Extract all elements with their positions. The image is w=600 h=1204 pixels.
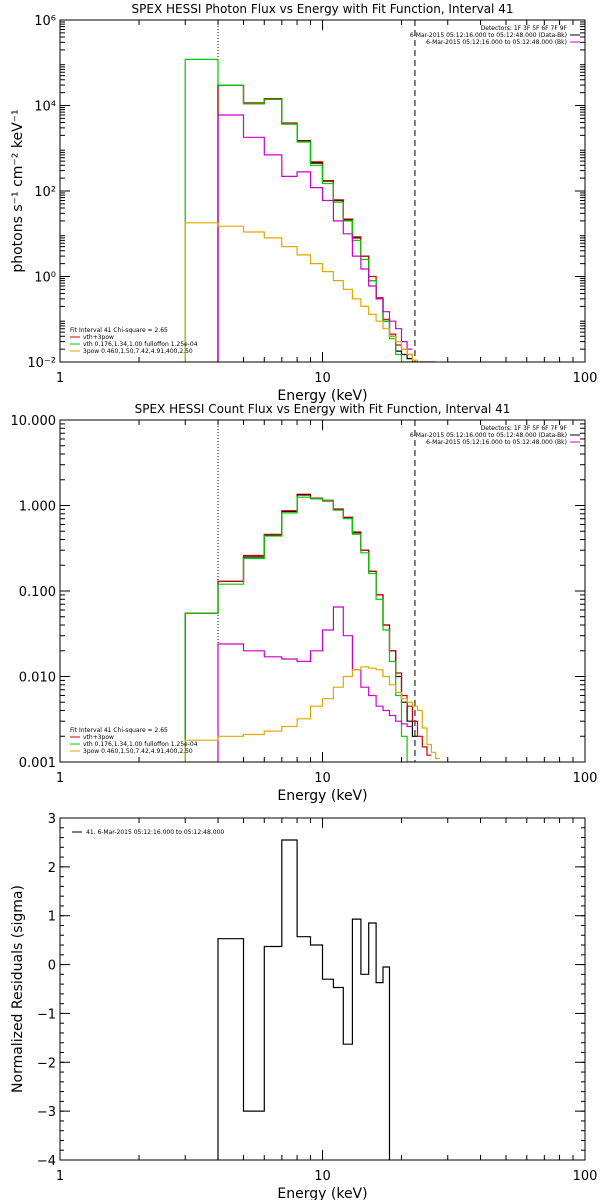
- series-group: [217, 839, 391, 1160]
- legend-bottom-entry: vth 0.176,1.34,1.00 fulloffon 1.25e-04: [83, 741, 198, 748]
- legend-top-entry: Detectors: 1F 3F 5F 6F 7F 9F: [481, 25, 568, 32]
- series-line-1: [184, 494, 432, 762]
- y-tick-label: 10⁰: [34, 271, 56, 286]
- plot-frame: [59, 419, 586, 763]
- y-tick-label: 0: [48, 959, 56, 974]
- legend-bottom-entry: 3pow 0.460,1.50,7.42,4.91,400,2.50: [83, 748, 193, 755]
- y-tick-label: 1: [48, 910, 56, 925]
- x-tick-label: 100: [573, 371, 598, 386]
- series-line-4: [184, 222, 436, 362]
- x-axis-label: Energy (keV): [277, 388, 367, 404]
- series-group: [184, 493, 440, 762]
- y-tick-label: 3: [48, 812, 56, 827]
- x-tick-label: 10: [314, 1169, 331, 1184]
- y-tick-label: 10.000: [11, 414, 57, 429]
- y-tick-label: 10⁴: [34, 100, 56, 115]
- y-tick-label: 0.001: [19, 756, 56, 771]
- y-tick-label: 1.000: [19, 500, 56, 515]
- x-tick-label: 10: [314, 771, 331, 786]
- plot-frame: [59, 817, 586, 1161]
- x-tick-label: 1: [56, 771, 64, 786]
- x-axis-label: Energy (keV): [277, 1186, 367, 1200]
- x-tick-label: 100: [573, 771, 598, 786]
- legend-top-entry: Detectors: 1F 3F 5F 6F 7F 9F: [481, 425, 568, 432]
- y-tick-label: 0.100: [19, 585, 56, 600]
- legend-bottom-entry: 3pow 0.460,1.50,7.42,4.91,400,2.50: [83, 348, 193, 355]
- x-tick-label: 1: [56, 371, 64, 386]
- y-tick-label: −4: [37, 1154, 56, 1169]
- photon-flux-panel: SPEX HESSI Photon Flux vs Energy with Fi…: [10, 2, 597, 404]
- y-tick-label: 10²: [34, 185, 56, 200]
- plot-frame: [59, 19, 586, 363]
- series-line-4: [184, 666, 440, 762]
- legend-bottom-entry: vth+3pow: [83, 734, 114, 741]
- count-flux-panel: SPEX HESSI Count Flux vs Energy with Fit…: [11, 402, 598, 804]
- x-tick-label: 10: [314, 371, 331, 386]
- y-tick-label: −2: [37, 1056, 56, 1071]
- legend-top-entry: 6-Mar-2015 05:12:16.000 to 05:12:48.000 …: [410, 432, 567, 439]
- x-tick-label: 100: [573, 1169, 598, 1184]
- y-tick-label: 10⁶: [34, 14, 56, 29]
- residuals-panel: 1 10 100 −4 −3 −2 −1 0 1 2 3 Energy (keV) Normalized…: [10, 812, 598, 1202]
- legend-bottom-entry: vth 0.176,1.34,1.00 fulloffon 1.25e-04: [83, 341, 198, 348]
- legend-entry: 41. 6-Mar-2015 05:12:16.000 to 05:12:48.…: [86, 829, 224, 836]
- y-tick-label: −1: [37, 1007, 56, 1022]
- fit-info-text: Fit Interval 41 Chi-square = 2.65: [70, 727, 168, 734]
- chart-title: SPEX HESSI Photon Flux vs Energy with Fi…: [132, 2, 514, 16]
- legend-top-entry: 6-Mar-2015 05:12:16.000 to 05:12:48.000 …: [410, 32, 567, 39]
- series-line-2: [184, 496, 413, 762]
- series-group: [184, 58, 436, 362]
- legend-top-entry: 6-Mar-2015 05:12:16.000 to 05:12:48.000 …: [426, 39, 567, 46]
- y-axis-label: Normalized Residuals (sigma): [10, 885, 26, 1093]
- chart-title: SPEX HESSI Count Flux vs Energy with Fit…: [135, 402, 511, 416]
- x-axis-label: Energy (keV): [277, 788, 367, 804]
- series-line-0: [217, 839, 391, 1160]
- x-tick-label: 1: [56, 1169, 64, 1184]
- y-tick-label: 2: [48, 861, 56, 876]
- series-line-3: [217, 114, 413, 362]
- legend-bottom-entry: vth+3pow: [83, 334, 114, 341]
- legend-top-entry: 6-Mar-2015 05:12:16.000 to 05:12:48.000 …: [426, 439, 567, 446]
- fit-info-text: Fit Interval 41 Chi-square = 2.65: [70, 327, 168, 334]
- y-tick-label: −3: [37, 1105, 56, 1120]
- y-tick-label: 10⁻²: [27, 356, 56, 371]
- y-tick-label: 0.010: [19, 671, 56, 686]
- series-line-2: [184, 58, 413, 362]
- y-axis-label: photons s⁻¹ cm⁻² keV⁻¹: [10, 109, 26, 272]
- series-line-1: [217, 84, 436, 362]
- series-line-3: [217, 606, 413, 762]
